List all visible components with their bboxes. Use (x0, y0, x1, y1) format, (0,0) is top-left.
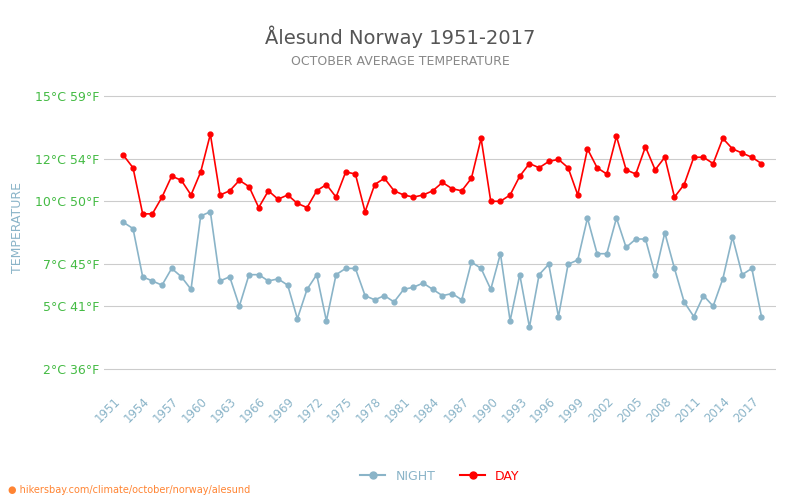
Y-axis label: TEMPERATURE: TEMPERATURE (10, 182, 23, 273)
Text: Ålesund Norway 1951-2017: Ålesund Norway 1951-2017 (265, 25, 535, 48)
Legend: NIGHT, DAY: NIGHT, DAY (355, 465, 525, 488)
Text: ● hikersbay.com/climate/october/norway/alesund: ● hikersbay.com/climate/october/norway/a… (8, 485, 250, 495)
Text: OCTOBER AVERAGE TEMPERATURE: OCTOBER AVERAGE TEMPERATURE (290, 55, 510, 68)
